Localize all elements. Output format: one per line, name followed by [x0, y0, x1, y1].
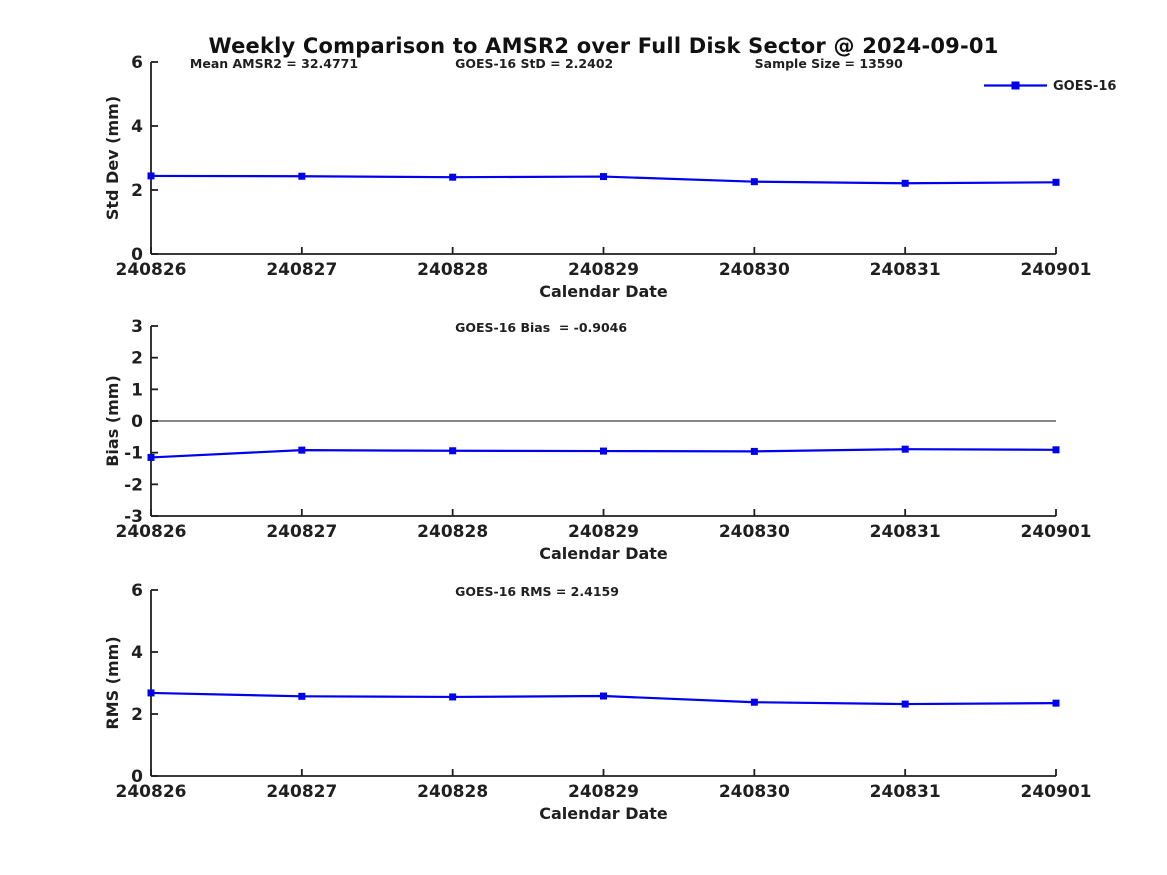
x-tick-label: 240830	[719, 522, 790, 542]
x-tick-label: 240826	[116, 782, 187, 802]
x-tick-label: 240829	[568, 782, 639, 802]
y-tick-label: 0	[131, 245, 143, 265]
x-axis-title: Calendar Date	[539, 804, 668, 823]
y-tick-label: 0	[131, 767, 143, 787]
x-tick-label: 240828	[417, 260, 488, 280]
x-tick-label: 240828	[417, 522, 488, 542]
y-axis-title: Bias (mm)	[103, 375, 122, 467]
x-tick-label: 240829	[568, 522, 639, 542]
data-point-marker	[1052, 699, 1060, 707]
y-tick-label: 4	[131, 117, 143, 137]
x-tick-label: 240830	[719, 260, 790, 280]
x-tick-label: 240826	[116, 522, 187, 542]
data-point-marker	[750, 698, 758, 706]
x-tick-label: 240831	[870, 522, 941, 542]
x-axis-title: Calendar Date	[539, 544, 668, 563]
y-tick-label: 2	[131, 349, 143, 369]
y-tick-label: -1	[124, 444, 143, 464]
data-point-marker	[600, 692, 607, 700]
data-point-marker	[600, 173, 607, 181]
annotation: Mean AMSR2 = 32.4771	[190, 56, 358, 71]
y-tick-label: 6	[131, 53, 143, 73]
y-tick-label: 6	[131, 581, 143, 601]
data-point-marker	[750, 178, 758, 186]
data-point-marker	[449, 173, 457, 181]
data-point-marker	[1052, 446, 1060, 454]
y-tick-label: 0	[131, 412, 143, 432]
x-tick-label: 240901	[1021, 260, 1092, 280]
y-tick-label: 3	[131, 317, 143, 337]
y-tick-label: 2	[131, 705, 143, 725]
x-tick-label: 240901	[1021, 522, 1092, 542]
annotation: GOES-16 StD = 2.2402	[455, 56, 613, 71]
data-point-marker	[298, 172, 306, 180]
x-tick-label: 240901	[1021, 782, 1092, 802]
x-tick-label: 240830	[719, 782, 790, 802]
data-point-marker	[901, 445, 909, 453]
data-point-marker	[147, 453, 155, 461]
x-tick-label: 240827	[266, 260, 337, 280]
x-tick-label: 240831	[870, 260, 941, 280]
data-point-marker	[1052, 178, 1060, 186]
legend-marker	[1011, 81, 1020, 90]
data-point-marker	[298, 446, 306, 454]
data-point-marker	[449, 693, 457, 701]
data-point-marker	[298, 692, 306, 700]
data-point-marker	[901, 179, 909, 187]
x-tick-label: 240827	[266, 782, 337, 802]
annotation: GOES-16 RMS = 2.4159	[455, 584, 619, 599]
legend-label: GOES-16	[1053, 79, 1116, 94]
data-point-marker	[750, 447, 758, 455]
y-tick-label: 1	[131, 380, 143, 400]
y-axis-title: RMS (mm)	[103, 636, 122, 729]
x-tick-label: 240831	[870, 782, 941, 802]
x-tick-label: 240826	[116, 260, 187, 280]
y-axis-title: Std Dev (mm)	[103, 96, 122, 220]
chart-title: Weekly Comparison to AMSR2 over Full Dis…	[208, 34, 999, 58]
x-axis-title: Calendar Date	[539, 282, 668, 301]
data-point-marker	[449, 447, 457, 455]
x-tick-label: 240827	[266, 522, 337, 542]
annotation: Sample Size = 13590	[755, 56, 904, 71]
data-point-marker	[600, 447, 607, 455]
y-tick-label: -2	[124, 475, 143, 495]
y-tick-label: 4	[131, 643, 143, 663]
data-point-marker	[147, 689, 155, 697]
y-tick-label: 2	[131, 181, 143, 201]
x-tick-label: 240829	[568, 260, 639, 280]
x-tick-label: 240828	[417, 782, 488, 802]
annotation: GOES-16 Bias = -0.9046	[455, 320, 627, 335]
y-tick-label: -3	[124, 507, 143, 527]
data-point-marker	[147, 172, 155, 180]
data-point-marker	[901, 700, 909, 708]
